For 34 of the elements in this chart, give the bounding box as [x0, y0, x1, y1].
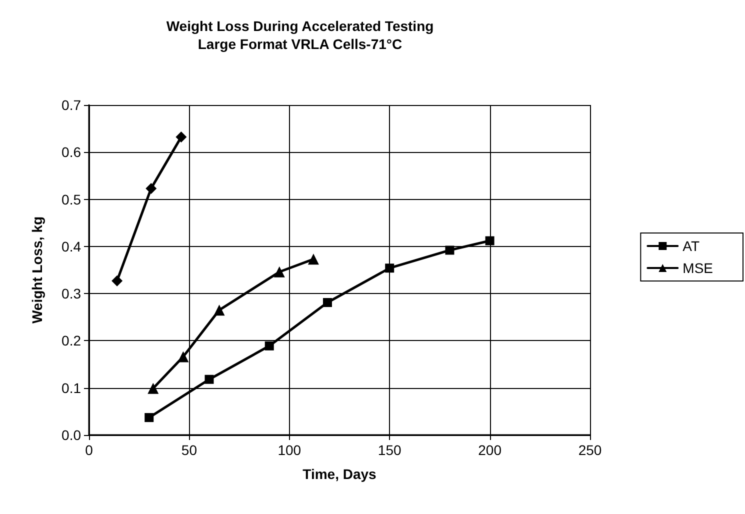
y-tick-label: 0.0	[62, 427, 82, 443]
point	[214, 304, 225, 316]
point	[308, 254, 319, 265]
x-tick-label: 0	[85, 442, 94, 458]
point	[178, 351, 189, 362]
x-axis-title: Time, Days	[302, 466, 377, 482]
x-tick-label: 250	[578, 442, 602, 458]
point	[274, 266, 285, 278]
chart-title: Weight Loss During Accelerated Testing Large Format VRLA Cells-71°C	[166, 18, 434, 52]
legend-label: AT	[682, 238, 700, 254]
point	[445, 246, 454, 255]
point	[322, 298, 332, 308]
y-tick-label: 0.5	[62, 191, 82, 208]
point	[146, 182, 157, 194]
y-tick-label: 0.1	[62, 380, 82, 396]
y-axis-title: Weight Loss, kg	[29, 216, 45, 324]
point	[148, 382, 159, 394]
legend-label: MSE	[682, 260, 714, 276]
point	[204, 374, 214, 384]
x-tick-label: 200	[478, 442, 502, 458]
x-tick-label: 150	[378, 442, 402, 458]
point	[385, 264, 394, 273]
point	[176, 132, 187, 143]
y-tick-label: 0.4	[62, 238, 82, 254]
point	[264, 341, 274, 350]
y-tick-label: 0.2	[62, 332, 82, 349]
y-tick-label: 0.7	[62, 97, 82, 113]
y-tick-label: 0.3	[62, 286, 82, 302]
x-tick-label: 50	[181, 442, 198, 458]
x-tick-label: 100	[278, 442, 302, 458]
point	[144, 413, 154, 422]
point	[112, 275, 123, 286]
y-tick-label: 0.6	[62, 144, 82, 160]
point	[485, 236, 494, 246]
